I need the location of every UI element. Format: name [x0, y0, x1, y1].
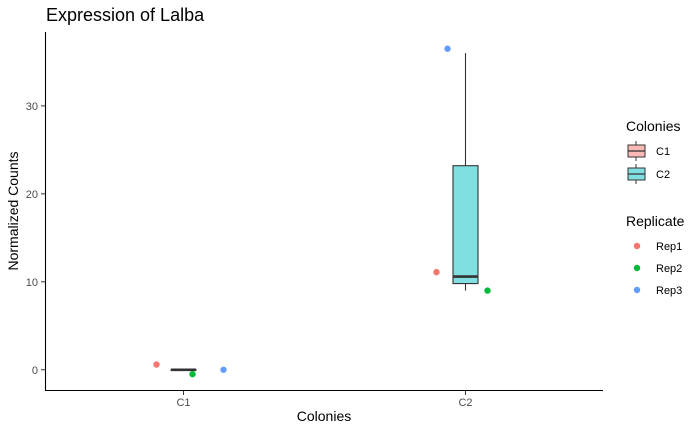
legend-key-point: [633, 286, 641, 294]
legend-color-key-rep3: Rep3: [633, 285, 682, 297]
legend-key-point: [633, 242, 641, 250]
legend-color-key-rep2: Rep2: [633, 263, 682, 275]
legend-title-colonies: Colonies: [626, 118, 680, 134]
point-rep3-c2: [444, 45, 451, 52]
box-c1: [170, 368, 197, 372]
y-ticks: 0 10 20 30: [26, 101, 45, 377]
point-rep2-c2: [484, 287, 491, 294]
legend-color-items: Rep1 Rep2 Rep3: [633, 241, 682, 297]
point-rep1-c1: [153, 361, 160, 368]
legend-fill-label: C2: [656, 169, 670, 181]
legend-color-label: Rep1: [656, 241, 682, 253]
legend-key-point: [633, 264, 641, 272]
legend-fill-key-c1: C1: [627, 141, 670, 161]
legend: Colonies C1 C2 Replicate Rep1 Rep2 Rep3: [626, 118, 685, 297]
legend-fill-items: C1 C2: [627, 141, 670, 184]
point-rep3-c1: [220, 366, 227, 373]
x-tick-label: C1: [176, 397, 190, 409]
plot-area: 0 10 20 30 C1 C2: [26, 32, 603, 409]
y-tick-label: 0: [32, 365, 38, 377]
box-rect: [452, 165, 479, 285]
legend-color-label: Rep2: [656, 263, 682, 275]
box-c2: [452, 53, 479, 291]
y-tick-label: 20: [26, 189, 38, 201]
point-rep2-c1: [189, 370, 196, 378]
legend-color-key-rep1: Rep1: [633, 241, 682, 253]
chart-title: Expression of Lalba: [46, 5, 205, 25]
legend-color-label: Rep3: [656, 285, 682, 297]
legend-fill-label: C1: [656, 146, 670, 158]
legend-title-replicate: Replicate: [626, 213, 685, 229]
x-tick-label: C2: [458, 397, 472, 409]
legend-fill-key-c2: C2: [627, 164, 670, 184]
x-axis-title: Colonies: [297, 408, 351, 424]
boxes: [170, 53, 479, 372]
point-rep1-c2: [433, 268, 440, 276]
y-axis-title: Normalized Counts: [5, 151, 21, 270]
points: [153, 45, 491, 378]
y-tick-label: 10: [26, 277, 38, 289]
y-tick-label: 30: [26, 101, 38, 113]
x-ticks: C1 C2: [176, 391, 473, 409]
